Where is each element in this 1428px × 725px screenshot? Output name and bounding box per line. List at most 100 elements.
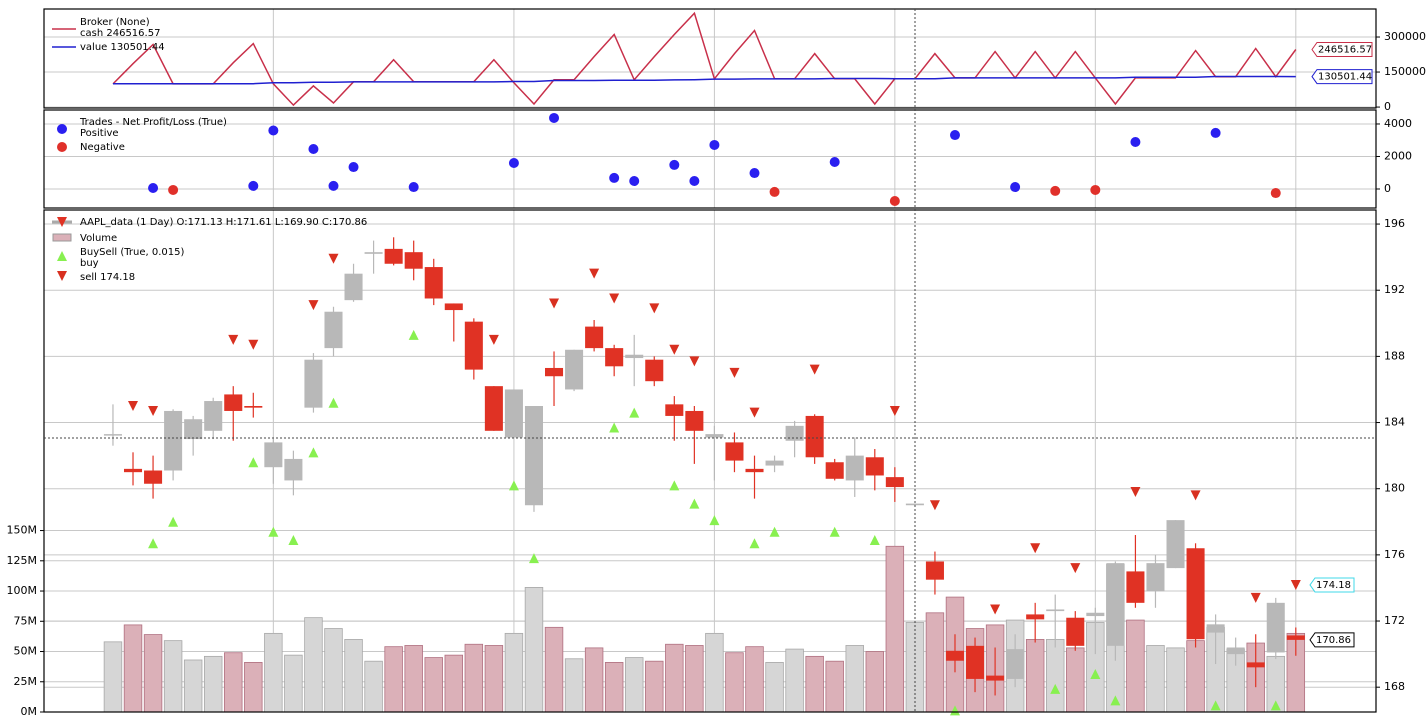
- trade-point: [1010, 182, 1021, 193]
- candle-body: [344, 273, 363, 301]
- sell-marker: [589, 268, 600, 279]
- volume-bar: [544, 626, 564, 713]
- value-tag-label: 170.86: [1316, 635, 1351, 646]
- y2-tick-label: 125M: [7, 554, 38, 567]
- candle-body: [1286, 635, 1305, 640]
- y-tick-label: 180: [1384, 482, 1405, 495]
- trade-point: [689, 176, 700, 187]
- trade-point: [609, 172, 620, 183]
- candle-body: [966, 645, 985, 679]
- panel-frame: [43, 209, 1377, 713]
- buy-marker: [148, 538, 159, 549]
- candle-body: [1026, 614, 1045, 620]
- buy-marker: [328, 397, 339, 408]
- volume-bar: [785, 648, 804, 713]
- y2-tick-label: 0M: [21, 705, 38, 718]
- sell-marker: [1190, 490, 1201, 501]
- trade-point: [328, 180, 339, 191]
- sell-marker: [749, 407, 760, 418]
- volume-bar: [825, 660, 844, 713]
- legend-title: Broker (None): [80, 17, 150, 28]
- y-tick-label: 0: [1384, 100, 1391, 113]
- buy-marker: [508, 480, 519, 491]
- volume-bar: [624, 657, 644, 713]
- candle-body: [103, 434, 122, 436]
- volume-bar: [925, 612, 945, 713]
- volume-bar: [564, 658, 584, 713]
- volume-bar: [1066, 647, 1085, 713]
- legend-swatch: [57, 124, 67, 134]
- volume-bar: [324, 628, 343, 713]
- legend-title: Trades - Net Profit/Loss (True): [79, 117, 227, 128]
- candle-body: [1046, 609, 1065, 612]
- sell-marker: [248, 339, 259, 350]
- sell-marker: [729, 367, 740, 378]
- sell-marker: [1130, 487, 1141, 498]
- buy-marker: [1050, 683, 1061, 694]
- volume-bar: [464, 643, 484, 713]
- panel-frame: [43, 8, 1377, 109]
- candle-body: [585, 326, 604, 349]
- candle-body: [244, 406, 263, 408]
- candle-body: [1086, 612, 1105, 617]
- y2-tick-label: 150M: [7, 524, 38, 537]
- legend-label: sell 174.18: [80, 272, 135, 283]
- volume-bar: [584, 647, 604, 713]
- volume-bar: [845, 645, 864, 713]
- volume-bar: [504, 632, 524, 713]
- y-tick-label: 184: [1384, 416, 1405, 429]
- value-tag: [1309, 632, 1355, 648]
- volume-bar: [645, 660, 664, 713]
- trade-point: [1210, 127, 1221, 138]
- y-tick-label: 2000: [1384, 149, 1412, 162]
- buy-marker: [408, 329, 419, 340]
- candle-body: [805, 415, 824, 458]
- buy-marker: [1090, 668, 1101, 679]
- volume-bar: [705, 632, 724, 713]
- trade-point: [749, 168, 760, 179]
- trade-point: [348, 162, 359, 173]
- trade-point: [829, 157, 840, 168]
- candle-body: [905, 503, 924, 506]
- y-tick-label: 192: [1384, 283, 1405, 296]
- value-tag-label: 130501.44: [1318, 72, 1372, 83]
- legend-label: BuySell (True, 0.015): [80, 247, 184, 258]
- candle-body: [384, 248, 403, 264]
- candle-body: [1106, 563, 1125, 646]
- candle-body: [845, 455, 864, 481]
- buy-marker: [288, 534, 299, 545]
- trade-point: [949, 130, 960, 141]
- candle-body: [865, 457, 884, 476]
- candle-body: [364, 252, 383, 254]
- volume-bar: [304, 617, 323, 713]
- buy-marker: [609, 422, 620, 433]
- value-tag: [1309, 577, 1355, 593]
- volume-bar: [123, 624, 143, 713]
- buy-marker: [629, 407, 640, 418]
- volume-bar: [163, 640, 183, 713]
- candle-body: [1226, 647, 1245, 655]
- trade-point: [709, 139, 720, 150]
- candle-body: [986, 675, 1005, 681]
- candle-body: [1126, 571, 1145, 603]
- sell-marker: [929, 500, 940, 511]
- trade-point: [769, 186, 780, 197]
- buy-marker: [1270, 700, 1281, 711]
- volume-bar: [725, 652, 744, 713]
- sell-marker: [669, 344, 680, 355]
- sell-marker: [1250, 592, 1261, 603]
- volume-bar: [604, 662, 624, 713]
- buy-marker: [689, 498, 700, 509]
- candle-body: [1146, 563, 1165, 592]
- y2-tick-label: 25M: [14, 675, 38, 688]
- y-tick-label: 172: [1384, 614, 1405, 627]
- volume-bar: [1046, 639, 1065, 713]
- sell-marker: [649, 303, 660, 314]
- candle-body: [184, 419, 203, 440]
- candle-body: [925, 561, 944, 580]
- y-tick-label: 0: [1384, 182, 1391, 195]
- legend-label: Positive: [80, 128, 119, 139]
- legend-swatch: [57, 142, 67, 152]
- volume-bar: [224, 652, 243, 713]
